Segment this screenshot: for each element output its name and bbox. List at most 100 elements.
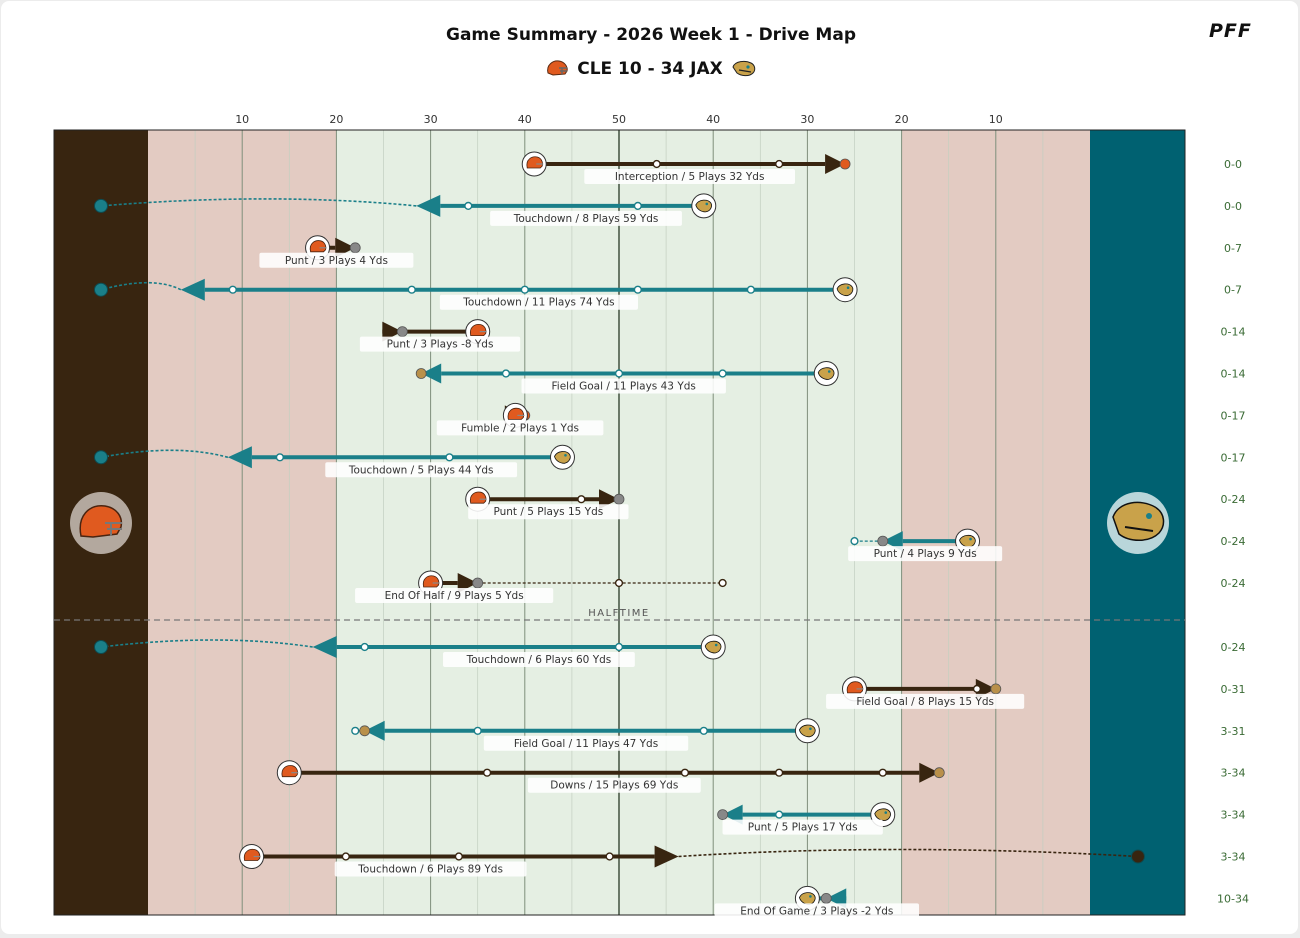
pff-logo: PFF [1209, 20, 1252, 42]
drive-score: 0-17 [1221, 451, 1246, 464]
jaguar-logo-icon [732, 60, 756, 77]
drive-td-path [100, 639, 313, 648]
drive-score: 3-34 [1221, 851, 1246, 864]
jaguar-logo-icon [700, 634, 726, 660]
play-marker [746, 285, 755, 294]
cleveland-helmet-icon [276, 760, 302, 786]
jaguar-logo-icon [691, 193, 717, 219]
x-tick-label: 40 [518, 113, 532, 126]
drive-label: Field Goal / 11 Plays 47 Yds [514, 738, 658, 750]
drive-td-path [678, 848, 1139, 858]
drive-label-bg [436, 420, 604, 436]
drive-score: 3-34 [1221, 767, 1246, 780]
play-marker [275, 453, 284, 462]
play-marker [445, 453, 454, 462]
jaguar-logo-icon [1107, 492, 1169, 554]
td-marker [1131, 849, 1145, 864]
play-marker [614, 369, 624, 378]
drive-label-bg [439, 294, 638, 310]
play-marker [577, 495, 586, 504]
play-marker [652, 159, 661, 169]
drive-score: 0-0 [1224, 200, 1242, 213]
drive-result-marker [877, 535, 889, 547]
drives-layer: Interception / 5 Plays 32 Yds Touchdown /… [54, 151, 1185, 919]
field-border [53, 129, 1186, 916]
play-marker [605, 852, 614, 861]
x-tick-label: 10 [989, 113, 1003, 126]
drive-row: Touchdown / 8 Plays 59 Yds [94, 193, 717, 226]
play-marker [464, 201, 473, 211]
drive-label: Downs / 15 Plays 69 Yds [550, 780, 678, 792]
drive-label-bg [325, 462, 518, 478]
drive-row: Touchdown / 6 Plays 89 Yds [239, 844, 1145, 877]
x-tick-label: 30 [424, 113, 438, 126]
play-marker [614, 642, 624, 652]
play-marker [850, 536, 859, 546]
play-marker [614, 578, 624, 588]
td-marker [94, 450, 108, 465]
drive-label: End Of Game / 3 Plays -2 Yds [740, 905, 893, 917]
drive-arrowhead [919, 762, 940, 783]
td-marker [94, 198, 108, 213]
x-axis-ticks: 10 20 30 40 50 40 30 20 10 [235, 113, 1003, 126]
drive-row: Touchdown / 11 Plays 74 Yds [94, 277, 858, 310]
drive-score: 0-31 [1221, 683, 1246, 696]
drive-score: 0-0 [1224, 158, 1242, 171]
jaguar-eye [714, 643, 718, 647]
drive-label: Punt / 4 Plays 9 Yds [874, 548, 977, 560]
jaguar-eye [809, 727, 812, 731]
jaguar-eye [564, 454, 567, 457]
drive-label: Touchdown / 8 Plays 59 Yds [513, 213, 659, 225]
score-column: 0-0 0-0 0-7 0-7 0-14 0-14 0-17 0-17 0-24 0-24 0-24… [1217, 158, 1249, 905]
drive-label: Field Goal / 11 Plays 43 Yds [552, 381, 696, 393]
play-marker [454, 852, 463, 861]
play-marker [972, 684, 982, 694]
helmet-shell [422, 575, 440, 588]
jaguar-eye [846, 286, 850, 290]
td-marker [94, 282, 108, 297]
jax-eye [1146, 513, 1152, 519]
play-marker [483, 768, 492, 777]
yard-gridlines [194, 130, 1044, 915]
drive-label: Interception / 5 Plays 32 Yds [615, 171, 765, 183]
play-marker [360, 642, 369, 652]
drive-label: Touchdown / 6 Plays 89 Yds [357, 864, 503, 876]
drive-label-bg [359, 336, 521, 352]
jax-mouth [1124, 526, 1154, 532]
play-marker [680, 768, 690, 777]
drive-row: End Of Half / 9 Plays 5 Yds [355, 570, 727, 603]
drive-score: 0-17 [1221, 409, 1246, 422]
drive-arrowhead [825, 154, 846, 174]
drive-arrowhead [335, 237, 356, 258]
drive-result-marker [839, 158, 851, 170]
cleveland-helmet-icon [70, 492, 132, 554]
drive-row: End Of Game / 3 Plays -2 Yds [714, 885, 920, 919]
drive-score: 0-14 [1221, 326, 1246, 339]
drive-label: Fumble / 2 Plays 1 Yds [461, 422, 579, 434]
drive-row: Fumble / 2 Plays 1 Yds [436, 402, 604, 436]
drive-row: Downs / 15 Plays 69 Yds [276, 760, 945, 793]
jax-jaguar-head [1112, 501, 1165, 541]
drive-score: 0-14 [1221, 368, 1246, 381]
drive-row: Punt / 5 Plays 15 Yds [465, 486, 629, 520]
x-tick-label: 20 [329, 113, 343, 126]
helmet-shell [243, 848, 261, 861]
helmet-shell [846, 681, 864, 694]
drive-row: Interception / 5 Plays 32 Yds [521, 151, 851, 184]
td-marker [94, 640, 108, 654]
x-tick-label: 20 [895, 113, 909, 126]
drive-arrowhead [421, 363, 442, 384]
drive-row: Field Goal / 11 Plays 47 Yds [351, 718, 820, 751]
drive-row: Field Goal / 8 Plays 15 Yds [826, 676, 1025, 709]
drive-score: 10-34 [1217, 892, 1249, 905]
drive-row: Punt / 3 Plays -8 Yds [359, 319, 521, 352]
play-marker [351, 726, 360, 735]
drive-result-marker [349, 242, 361, 254]
play-marker [501, 369, 511, 378]
jaguar-eye [827, 370, 831, 373]
drive-score: 0-24 [1221, 641, 1246, 654]
drive-td-path [100, 281, 182, 291]
score-row: CLE 10 - 34 JAX [1, 59, 1298, 79]
drive-row: Touchdown / 5 Plays 44 Yds [94, 444, 575, 478]
play-marker [520, 285, 529, 294]
